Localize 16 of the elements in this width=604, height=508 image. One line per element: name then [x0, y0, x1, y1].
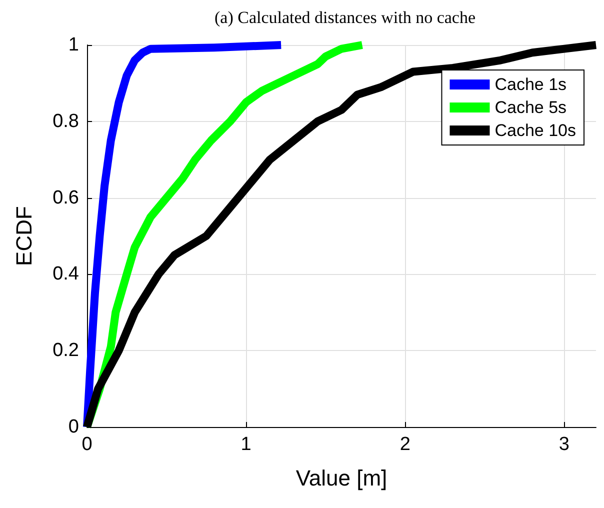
y-tick-label: 0	[68, 416, 79, 438]
legend-label: Cache 5s	[494, 98, 567, 117]
x-axis-title: Value [m]	[296, 466, 388, 490]
legend-label: Cache 1s	[494, 75, 567, 94]
legend-label: Cache 10s	[494, 121, 576, 140]
x-tick-label: 3	[558, 434, 570, 455]
x-tick-label: 2	[400, 434, 410, 455]
y-tick-label: 0.4	[52, 264, 80, 285]
x-tick-label: 0	[82, 434, 92, 455]
x-tick-label: 1	[240, 434, 252, 455]
y-tick-label: 0.2	[52, 340, 79, 362]
y-tick-label: 0.6	[52, 187, 79, 208]
chart-title: (a) Calculated distances with no cache	[214, 8, 476, 27]
y-axis-title: ECDF	[12, 206, 36, 266]
y-tick-label: 0.8	[52, 110, 79, 132]
y-tick-label: 1	[68, 34, 79, 56]
